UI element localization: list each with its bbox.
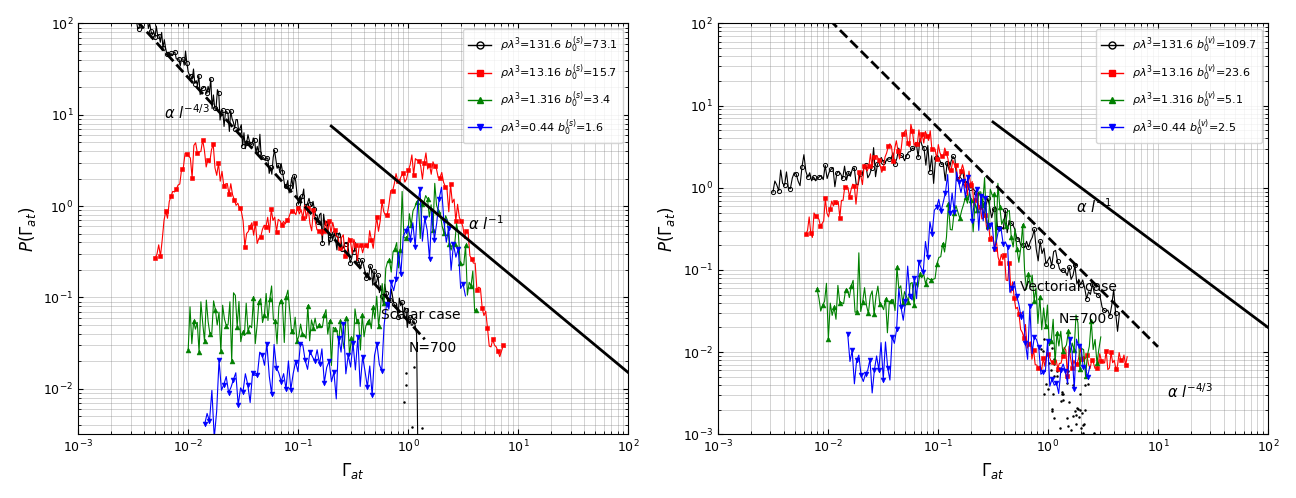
- Legend: $\rho\lambda^3$=131.6 $b_0^{(s)}$=73.1, $\rho\lambda^3$=13.16 $b_0^{(s)}$=15.7, : $\rho\lambda^3$=131.6 $b_0^{(s)}$=73.1, …: [463, 29, 622, 143]
- Text: $\alpha$ $l^{-4/3}$: $\alpha$ $l^{-4/3}$: [163, 103, 210, 122]
- Text: N=700: N=700: [408, 341, 456, 355]
- Legend: $\rho\lambda^3$=131.6 $b_0^{(v)}$=109.7, $\rho\lambda^3$=13.16 $b_0^{(v)}$=23.6,: $\rho\lambda^3$=131.6 $b_0^{(v)}$=109.7,…: [1095, 29, 1262, 143]
- Text: $\alpha$ $l^{-1}$: $\alpha$ $l^{-1}$: [468, 214, 504, 233]
- Text: Scalar case: Scalar case: [381, 308, 460, 322]
- Text: $\alpha$ $l^{-1}$: $\alpha$ $l^{-1}$: [1076, 197, 1112, 216]
- Y-axis label: $P(\Gamma_{at})$: $P(\Gamma_{at})$: [17, 206, 38, 251]
- Text: Vectorial case: Vectorial case: [1020, 279, 1117, 293]
- Text: $\alpha$ $l^{-4/3}$: $\alpha$ $l^{-4/3}$: [1166, 382, 1212, 400]
- X-axis label: $\Gamma_{at}$: $\Gamma_{at}$: [981, 461, 1004, 482]
- X-axis label: $\Gamma_{at}$: $\Gamma_{at}$: [341, 461, 365, 482]
- Y-axis label: $P(\Gamma_{at})$: $P(\Gamma_{at})$: [656, 206, 678, 251]
- Text: N=700: N=700: [1059, 312, 1107, 326]
